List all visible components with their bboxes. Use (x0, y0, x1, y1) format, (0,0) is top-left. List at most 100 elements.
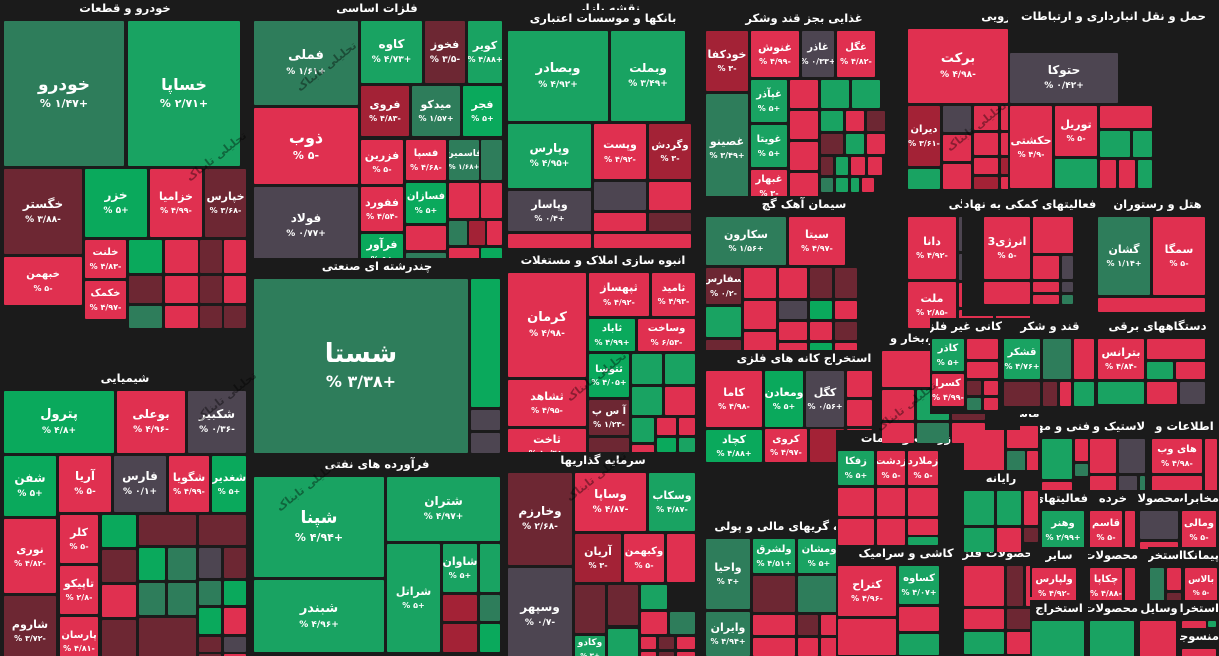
stock-tile[interactable]: فولاد +۰/۷۷ % (254, 187, 358, 265)
stock-tile-small[interactable] (1208, 621, 1216, 627)
stock-tile-small[interactable] (679, 418, 695, 435)
stock-tile-small[interactable] (1075, 439, 1088, 461)
stock-tile-small[interactable] (1138, 160, 1152, 188)
stock-tile-small[interactable] (649, 213, 691, 231)
stock-tile-small[interactable] (200, 240, 222, 273)
stock-tile-small[interactable] (836, 178, 848, 192)
stock-tile[interactable]: قاسمین +۱/۶۸ % (449, 140, 479, 180)
stock-tile[interactable]: وایران +۴/۹۴ % (706, 612, 750, 656)
stock-tile-small[interactable] (608, 585, 638, 625)
stock-tile[interactable]: شکبیر -۰/۳۶ % (188, 391, 246, 453)
stock-tile-small[interactable] (1055, 159, 1097, 188)
stock-tile-small[interactable] (1024, 491, 1038, 525)
stock-tile-small[interactable] (1100, 106, 1152, 128)
stock-tile[interactable]: چکاپا -۴/۸۸ % (1090, 568, 1122, 604)
stock-tile-small[interactable] (449, 183, 479, 218)
stock-tile-small[interactable] (847, 400, 872, 426)
stock-tile-small[interactable] (199, 515, 246, 545)
stock-tile[interactable]: خپارس -۳/۶۸ % (205, 169, 246, 237)
stock-tile-small[interactable] (997, 528, 1021, 552)
stock-tile-small[interactable] (851, 178, 859, 192)
stock-tile-small[interactable] (471, 410, 500, 430)
stock-tile-small[interactable] (594, 182, 646, 210)
stock-tile-small[interactable] (952, 423, 985, 443)
stock-tile-small[interactable] (1032, 621, 1084, 656)
stock-tile-small[interactable] (1033, 295, 1059, 304)
stock-tile-small[interactable] (632, 387, 662, 415)
stock-tile-small[interactable] (964, 566, 1004, 606)
stock-tile-small[interactable] (964, 609, 1004, 629)
stock-tile[interactable]: توریل -۵ % (1055, 106, 1097, 156)
stock-tile-small[interactable] (1180, 382, 1205, 404)
stock-tile[interactable]: ثتوسا +۴/۰۵ % (589, 354, 629, 397)
stock-tile-small[interactable] (667, 534, 695, 582)
stock-tile-small[interactable] (199, 548, 221, 578)
stock-tile-small[interactable] (594, 213, 646, 231)
stock-tile-small[interactable] (1074, 382, 1094, 406)
stock-tile-small[interactable] (406, 226, 446, 250)
stock-tile-small[interactable] (481, 248, 502, 259)
stock-tile-small[interactable] (974, 158, 998, 174)
stock-tile[interactable]: ومشان +۵ % (798, 539, 840, 573)
stock-tile-small[interactable] (224, 581, 246, 605)
stock-tile-small[interactable] (200, 306, 222, 328)
stock-tile-small[interactable] (129, 276, 162, 303)
stock-tile-small[interactable] (480, 595, 500, 621)
stock-tile-small[interactable] (821, 157, 833, 175)
stock-tile-small[interactable] (821, 615, 840, 635)
stock-tile-small[interactable] (882, 351, 932, 387)
stock-tile-small[interactable] (165, 306, 198, 328)
stock-tile-small[interactable] (967, 362, 998, 378)
stock-tile[interactable]: سیتا -۴/۹۷ % (789, 217, 845, 265)
stock-tile[interactable]: غپآذر +۵ % (751, 80, 787, 122)
stock-tile-small[interactable] (199, 581, 221, 605)
stock-tile-small[interactable] (908, 169, 940, 189)
stock-tile[interactable]: کساوه +۴/۰۷ % (899, 566, 939, 604)
stock-tile-small[interactable] (943, 106, 971, 132)
stock-tile-small[interactable] (168, 548, 196, 580)
stock-tile-small[interactable] (967, 398, 981, 410)
stock-tile[interactable]: خگستر -۳/۸۸ % (4, 169, 82, 254)
stock-tile-small[interactable] (1027, 451, 1038, 472)
stock-tile-small[interactable] (677, 637, 695, 649)
stock-tile-small[interactable] (1024, 528, 1038, 542)
stock-tile[interactable]: کاذر +۵ % (932, 339, 964, 371)
stock-tile-small[interactable] (224, 240, 246, 273)
stock-tile[interactable]: واحیا +۳ % (706, 539, 750, 609)
stock-tile[interactable]: کرمان -۴/۹۸ % (508, 273, 586, 377)
stock-tile-small[interactable] (1098, 382, 1144, 404)
stock-tile-small[interactable] (810, 301, 832, 319)
stock-tile-small[interactable] (1133, 131, 1152, 157)
stock-tile-small[interactable] (1062, 256, 1073, 279)
stock-tile-small[interactable] (1140, 476, 1145, 494)
stock-tile-small[interactable] (821, 638, 840, 656)
stock-tile[interactable]: کروی -۴/۹۷ % (765, 429, 807, 462)
stock-tile[interactable]: شراتل +۵ % (387, 544, 440, 652)
stock-tile-small[interactable] (1090, 476, 1116, 494)
stock-tile[interactable]: فزرین -۵ % (361, 140, 403, 184)
stock-tile-small[interactable] (102, 620, 136, 656)
stock-tile-small[interactable] (659, 652, 674, 656)
stock-tile[interactable]: قشکر +۴/۷۶ % (1004, 339, 1040, 379)
stock-tile[interactable]: غگل -۴/۸۲ % (837, 31, 875, 77)
stock-tile-small[interactable] (139, 515, 196, 545)
stock-tile[interactable]: برکت -۴/۹۸ % (908, 29, 1008, 103)
stock-tile-small[interactable] (1140, 542, 1178, 549)
stock-tile-small[interactable] (594, 234, 691, 248)
stock-tile-small[interactable] (821, 178, 833, 192)
stock-tile-small[interactable] (641, 585, 667, 609)
stock-tile[interactable]: وپست -۴/۹۲ % (594, 124, 646, 179)
stock-tile-small[interactable] (1090, 621, 1134, 656)
stock-tile-small[interactable] (943, 164, 971, 189)
stock-tile[interactable]: پارسان -۴/۸۱ % (60, 617, 98, 656)
stock-tile-small[interactable] (798, 576, 840, 612)
stock-tile-small[interactable] (867, 111, 885, 131)
stock-tile[interactable]: وسکاب -۴/۸۷ % (649, 473, 695, 531)
stock-tile-small[interactable] (487, 221, 502, 245)
stock-tile-small[interactable] (877, 488, 905, 516)
stock-tile-small[interactable] (753, 638, 795, 656)
stock-tile[interactable]: خلنت -۴/۸۳ % (85, 240, 126, 278)
stock-tile-small[interactable] (868, 157, 882, 175)
stock-tile[interactable]: زفکا +۵ % (838, 451, 874, 485)
stock-tile[interactable]: وخارزم -۲/۶۸ % (508, 473, 572, 565)
